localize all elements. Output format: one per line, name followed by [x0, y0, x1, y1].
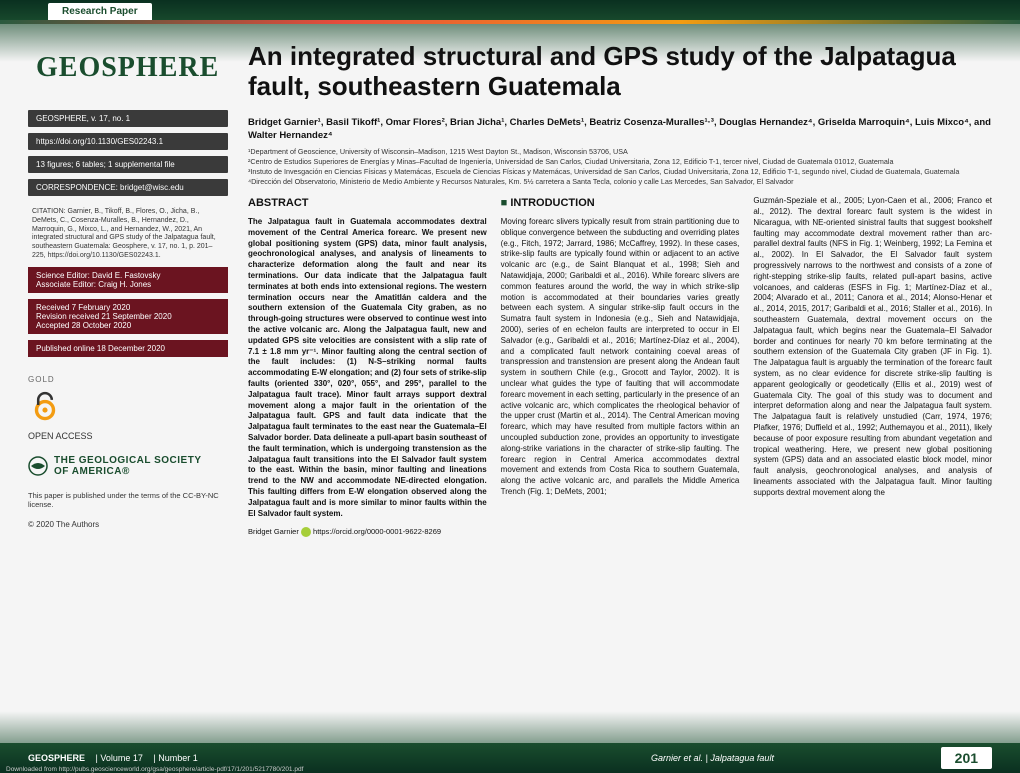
introduction-heading: INTRODUCTION [501, 196, 740, 211]
footer-number: Number 1 [158, 753, 198, 763]
page-number: 201 [941, 747, 992, 769]
revision-date: Revision received 21 September 2020 [36, 312, 220, 321]
intro-column-2: Guzmán-Speziale et al., 2005; Lyon-Caen … [753, 196, 992, 537]
footer-journal: GEOSPHERE [28, 753, 85, 763]
abstract-column: ABSTRACT The Jalpatagua fault in Guatema… [248, 196, 487, 537]
dates-block: Received 7 February 2020 Revision receiv… [28, 299, 228, 334]
copyright: © 2020 The Authors [28, 520, 228, 529]
correspondence[interactable]: CORRESPONDENCE: bridget@wisc.edu [28, 179, 228, 196]
citation-block: CITATION: Garnier, B., Tikoff, B., Flore… [28, 202, 228, 267]
article-title: An integrated structural and GPS study o… [248, 42, 992, 102]
doi-link[interactable]: https://doi.org/10.1130/GES02243.1 [28, 133, 228, 150]
figures-count: 13 figures; 6 tables; 1 supplemental fil… [28, 156, 228, 173]
affiliations: ¹Department of Geoscience, University of… [248, 147, 992, 186]
open-access-label: OPEN ACCESS [28, 431, 228, 441]
intro-column-1: INTRODUCTION Moving forearc slivers typi… [501, 196, 740, 537]
gsa-line1: THE GEOLOGICAL SOCIETY [54, 455, 202, 466]
published-date: Published online 18 December 2020 [36, 344, 220, 353]
header-bar: Research Paper [0, 0, 1020, 24]
authors-list: Bridget Garnier¹, Basil Tikoff¹, Omar Fl… [248, 116, 992, 143]
footer-volume: Volume 17 [100, 753, 143, 763]
orcid-icon[interactable] [301, 527, 311, 537]
accepted-date: Accepted 28 October 2020 [36, 321, 220, 330]
associate-editor: Associate Editor: Craig H. Jones [36, 280, 220, 289]
paper-type-tab: Research Paper [48, 3, 152, 20]
science-editor: Science Editor: David E. Fastovsky [36, 271, 220, 280]
oa-gold-label: GOLD [28, 375, 228, 384]
orcid-line: Bridget Garnier https://orcid.org/0000-0… [248, 527, 487, 537]
gsa-emblem-icon [28, 456, 48, 476]
editors-block: Science Editor: David E. Fastovsky Assoc… [28, 267, 228, 293]
page-body: GEOSPHERE GEOSPHERE, v. 17, no. 1 https:… [0, 24, 1020, 538]
footer-left: GEOSPHERE | Volume 17 | Number 1 [28, 753, 484, 763]
sidebar: GEOSPHERE GEOSPHERE, v. 17, no. 1 https:… [28, 42, 228, 538]
abstract-heading: ABSTRACT [248, 196, 487, 211]
open-access-icon [28, 388, 62, 422]
published-block: Published online 18 December 2020 [28, 340, 228, 357]
received-date: Received 7 February 2020 [36, 303, 220, 312]
gsa-name: THE GEOLOGICAL SOCIETY OF AMERICA® [54, 455, 202, 477]
download-note: Downloaded from http://pubs.geosciencewo… [6, 766, 303, 773]
intro-text-1: Moving forearc slivers typically result … [501, 217, 740, 498]
gsa-line2: OF AMERICA® [54, 466, 202, 477]
journal-title: GEOSPHERE [28, 42, 228, 110]
orcid-author: Bridget Garnier [248, 527, 299, 536]
orcid-url[interactable]: https://orcid.org/0000-0001-9622-8269 [313, 527, 441, 536]
abstract-text: The Jalpatagua fault in Guatemala accomm… [248, 217, 487, 519]
gsa-block: THE GEOLOGICAL SOCIETY OF AMERICA® [28, 455, 228, 477]
license-text: This paper is published under the terms … [28, 491, 228, 511]
intro-text-2: Guzmán-Speziale et al., 2005; Lyon-Caen … [753, 196, 992, 498]
main-content: An integrated structural and GPS study o… [248, 42, 992, 538]
open-access-block: GOLD OPEN ACCESS [28, 375, 228, 441]
running-head: Garnier et al. | Jalpatagua fault [484, 753, 940, 763]
text-columns: ABSTRACT The Jalpatagua fault in Guatema… [248, 196, 992, 537]
volume-info: GEOSPHERE, v. 17, no. 1 [28, 110, 228, 127]
